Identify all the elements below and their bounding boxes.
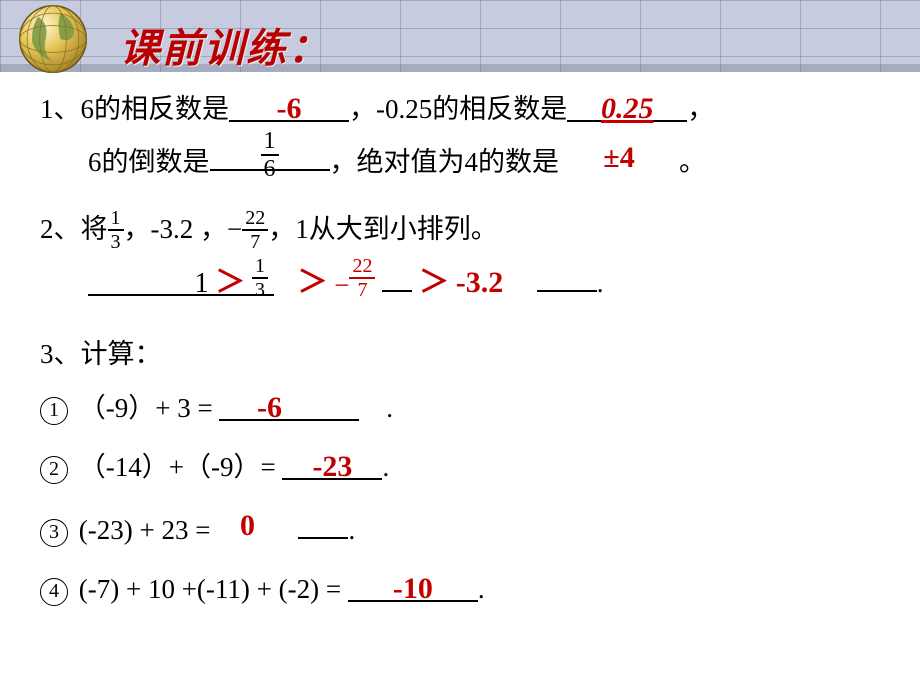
q2-period: .: [597, 268, 604, 298]
q1-blank1: -6: [229, 90, 349, 122]
q3-expr-1: （-9）+ 3 =: [79, 393, 213, 423]
q3-ans-4: -10: [393, 570, 433, 608]
q3-expr-3: (-23) + 23 =: [79, 515, 211, 545]
q3-label: 3、计算：: [40, 338, 880, 372]
q1-mid1: ，-0.25的相反数是: [349, 94, 567, 124]
q2-b-d: 3: [252, 279, 268, 300]
q2-gt2: ＞: [298, 266, 328, 299]
q1-pre1: 1、6的相反数是: [40, 94, 229, 124]
q1-ans3-frac: 16: [261, 129, 279, 181]
q3-item-1: 1 （-9）+ 3 = -6 .: [40, 389, 880, 426]
q1-pre2: 6的倒数是: [88, 147, 210, 177]
q1-tail1: ，: [687, 94, 714, 124]
q3-ans-3: 0: [240, 507, 255, 545]
q2-a: 1: [195, 268, 209, 299]
slide-title: 课前训练：: [120, 16, 330, 74]
q3-num-1: 1: [40, 397, 68, 425]
q1-ans3-den: 6: [261, 156, 279, 181]
q2-mid1: ，-3.2 ，: [124, 214, 228, 244]
q3-num-4: 4: [40, 578, 68, 606]
q3-ans-1: -6: [257, 389, 282, 427]
q1-ans1: -6: [277, 90, 302, 128]
q3-item-4: 4 (-7) + 10 +(-11) + (-2) = -10.: [40, 570, 880, 607]
q3-blank-1: -6: [219, 389, 359, 421]
q3-item-3: 3 (-23) + 23 = 0 .: [40, 507, 880, 549]
q3-expr-4: (-7) + 10 +(-11) + (-2) =: [79, 574, 341, 604]
q2-frac1-n: 1: [108, 208, 124, 231]
q3-tail-2: .: [382, 452, 389, 482]
q2-frac1: 13: [108, 208, 124, 252]
q2-gt1: ＞: [215, 266, 245, 299]
q1-ans4: ±4: [603, 139, 634, 177]
q2-c-frac: 227: [349, 256, 375, 300]
q1-mid2: ，绝对值为4的数是: [330, 147, 560, 177]
q3-expr-2: （-14）+（-9）=: [79, 452, 276, 482]
q3-ans-2: -23: [312, 448, 352, 486]
q2-frac2: 227: [242, 208, 268, 252]
q2-gt3: ＞: [419, 266, 449, 299]
q1-line2: 6的倒数是16，绝对值为4的数是±4。: [88, 139, 880, 180]
q2-seg1: 1 ＞ 13: [88, 264, 274, 296]
slide: { "colors": { "answer": "#c20000", "text…: [0, 0, 920, 690]
q2-d: -3.2: [456, 264, 504, 302]
q1-tail2: 。: [679, 147, 706, 177]
content-body: 1、6的相反数是-6，-0.25的相反数是0.25， 6的倒数是16，绝对值为4…: [40, 90, 880, 607]
q2-c-d: 7: [349, 279, 375, 300]
q2-neg: −: [227, 214, 242, 244]
q2-frac1-d: 3: [108, 231, 124, 252]
q3-blank-3: [298, 507, 348, 539]
q2-mid2: ，1从大到小排列。: [268, 214, 498, 244]
q2-pre: 2、将: [40, 214, 108, 244]
q2-c-n: 22: [349, 256, 375, 279]
q1-ans3-num: 1: [261, 129, 279, 156]
q2-line1: 2、将13，-3.2 ，−227，1从大到小排列。: [40, 210, 880, 254]
q3-blank-4: -10: [348, 570, 478, 602]
q3-tail-4: .: [478, 574, 485, 604]
q3-num-2: 2: [40, 456, 68, 484]
q2-frac2-n: 22: [242, 208, 268, 231]
q2-b: 13: [252, 256, 268, 300]
q3-tail-1: .: [386, 393, 393, 423]
q2-seg3: [382, 260, 412, 292]
q1-line1: 1、6的相反数是-6，-0.25的相反数是0.25，: [40, 90, 880, 127]
q2-b-n: 1: [252, 256, 268, 279]
globe-icon: [16, 2, 90, 76]
q2-answer: 1 ＞ 13 ＞ −227 ＞ -3.2 .: [88, 260, 880, 308]
q3-item-2: 2 （-14）+（-9）= -23.: [40, 448, 880, 485]
q1-blank3: 16: [210, 139, 330, 171]
q3-num-3: 3: [40, 519, 68, 547]
q2-c-neg: −: [334, 270, 349, 300]
q1-blank4: ±4: [559, 143, 679, 173]
q3-blank-2: -23: [282, 448, 382, 480]
q1-blank2: 0.25: [567, 90, 687, 122]
q2-seg4: [537, 260, 597, 292]
q1-ans2: 0.25: [601, 90, 654, 128]
q3-tail-3: .: [348, 515, 355, 545]
q2-c: −227: [334, 264, 375, 308]
q2-frac2-d: 7: [242, 231, 268, 252]
